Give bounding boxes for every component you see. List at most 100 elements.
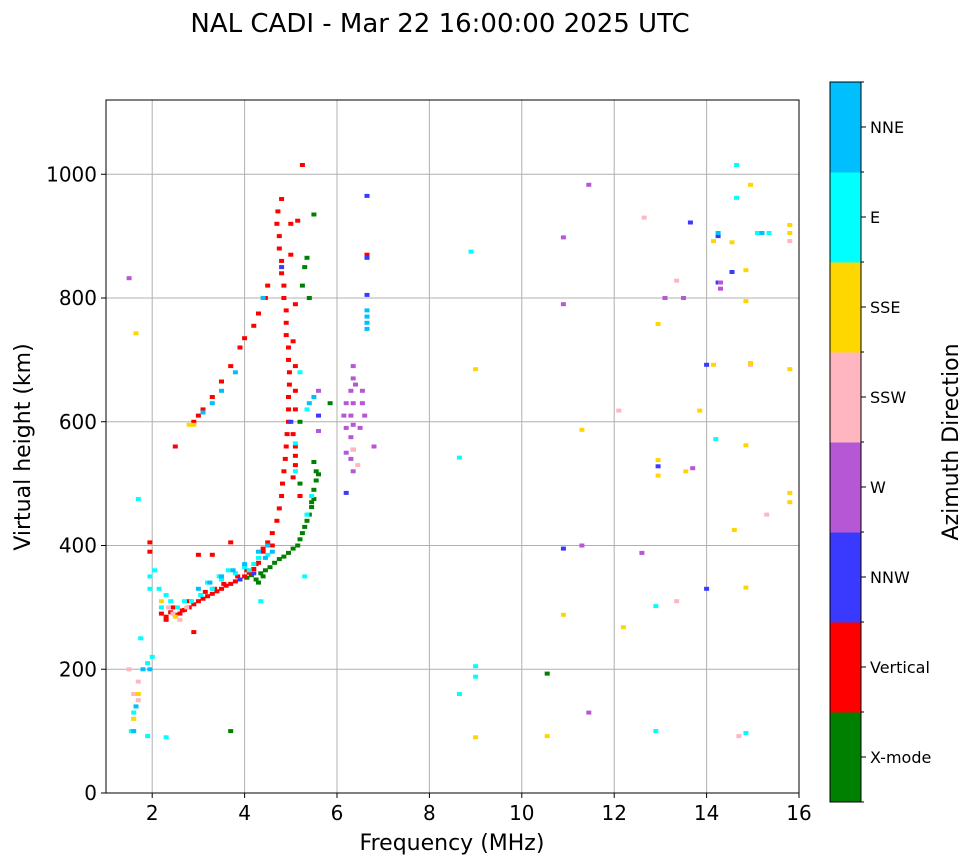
colorbar-tick-label: W (870, 478, 886, 497)
data-point (343, 490, 349, 495)
series-ssw (126, 215, 793, 739)
data-point (729, 270, 735, 274)
series-vertical (147, 163, 370, 635)
data-point (177, 617, 183, 622)
data-point (281, 283, 287, 288)
data-point (302, 265, 308, 270)
data-point (734, 195, 740, 200)
y-axis: 0 200 400 600 800 1000 (46, 162, 106, 805)
data-point (544, 734, 550, 739)
data-point (274, 518, 280, 523)
data-point (251, 562, 257, 567)
data-point (292, 302, 298, 307)
data-point (163, 617, 169, 622)
data-point (579, 543, 585, 548)
data-point (787, 223, 793, 227)
data-point (295, 218, 301, 223)
data-point (279, 271, 285, 276)
data-point (743, 299, 749, 304)
data-point (586, 182, 592, 187)
data-point (163, 614, 169, 619)
data-point (299, 531, 305, 536)
data-point (228, 540, 234, 545)
data-point (265, 283, 271, 288)
data-point (473, 735, 479, 740)
data-point (711, 239, 716, 244)
data-point (191, 630, 197, 635)
data-point (145, 734, 151, 739)
data-point (280, 481, 285, 486)
data-point (736, 734, 742, 739)
data-point (620, 625, 626, 630)
data-point (743, 731, 749, 735)
data-point (256, 549, 261, 554)
y-tick-label: 0 (84, 781, 97, 805)
data-point (292, 407, 298, 412)
data-point (579, 427, 585, 432)
data-point (251, 323, 257, 328)
data-point (302, 524, 308, 529)
data-point (743, 443, 749, 448)
data-point (260, 574, 266, 579)
colorbar-segment (830, 352, 861, 443)
data-point (297, 481, 303, 486)
data-point (311, 460, 317, 464)
data-point (364, 255, 370, 260)
data-point (364, 252, 370, 257)
colorbar-segment (830, 622, 861, 713)
data-point (299, 163, 305, 167)
data-point (371, 444, 377, 449)
data-point (133, 331, 139, 336)
data-point (297, 537, 303, 542)
colorbar-tick-label: SSW (870, 388, 906, 407)
data-point (195, 413, 201, 418)
data-point (202, 589, 208, 594)
data-point (163, 593, 169, 597)
data-point (560, 546, 566, 551)
data-point (734, 163, 740, 167)
data-point (348, 456, 354, 461)
data-point (306, 401, 312, 406)
data-point (309, 505, 315, 510)
data-point (286, 357, 291, 362)
data-point (147, 586, 153, 591)
data-point (729, 240, 735, 245)
data-point (316, 413, 321, 418)
data-point (704, 362, 710, 367)
data-point (653, 729, 659, 734)
data-point (327, 401, 333, 406)
x-tick-label: 12 (601, 801, 626, 825)
colorbar-tick-label: Vertical (870, 658, 930, 677)
data-point (286, 382, 292, 387)
colorbar: X-mode Vertical NNW W SSW SSE E NNE (829, 81, 931, 803)
data-point (246, 568, 252, 573)
data-point (221, 581, 227, 586)
data-point (276, 506, 282, 511)
data-point (313, 478, 319, 483)
data-point (149, 654, 155, 659)
data-point (256, 555, 261, 560)
data-point (764, 512, 770, 517)
y-tick-label: 800 (59, 286, 97, 310)
data-point (787, 500, 793, 505)
data-point (260, 296, 266, 300)
data-point (348, 388, 354, 393)
data-point (787, 239, 793, 244)
data-point (290, 475, 296, 480)
colorbar-tick-label: NNE (870, 118, 904, 137)
data-point (172, 614, 178, 619)
x-tick-label: 10 (509, 801, 534, 825)
data-point (655, 464, 661, 469)
data-point (184, 605, 190, 610)
data-point (284, 432, 290, 437)
data-point (683, 469, 689, 474)
data-point (258, 599, 264, 604)
data-point (292, 441, 298, 446)
data-point (731, 528, 737, 532)
data-point (262, 555, 268, 560)
data-point (163, 735, 169, 740)
data-point (687, 220, 693, 225)
data-point (304, 518, 310, 523)
x-tick-label: 8 (423, 801, 436, 825)
data-point (364, 320, 370, 325)
